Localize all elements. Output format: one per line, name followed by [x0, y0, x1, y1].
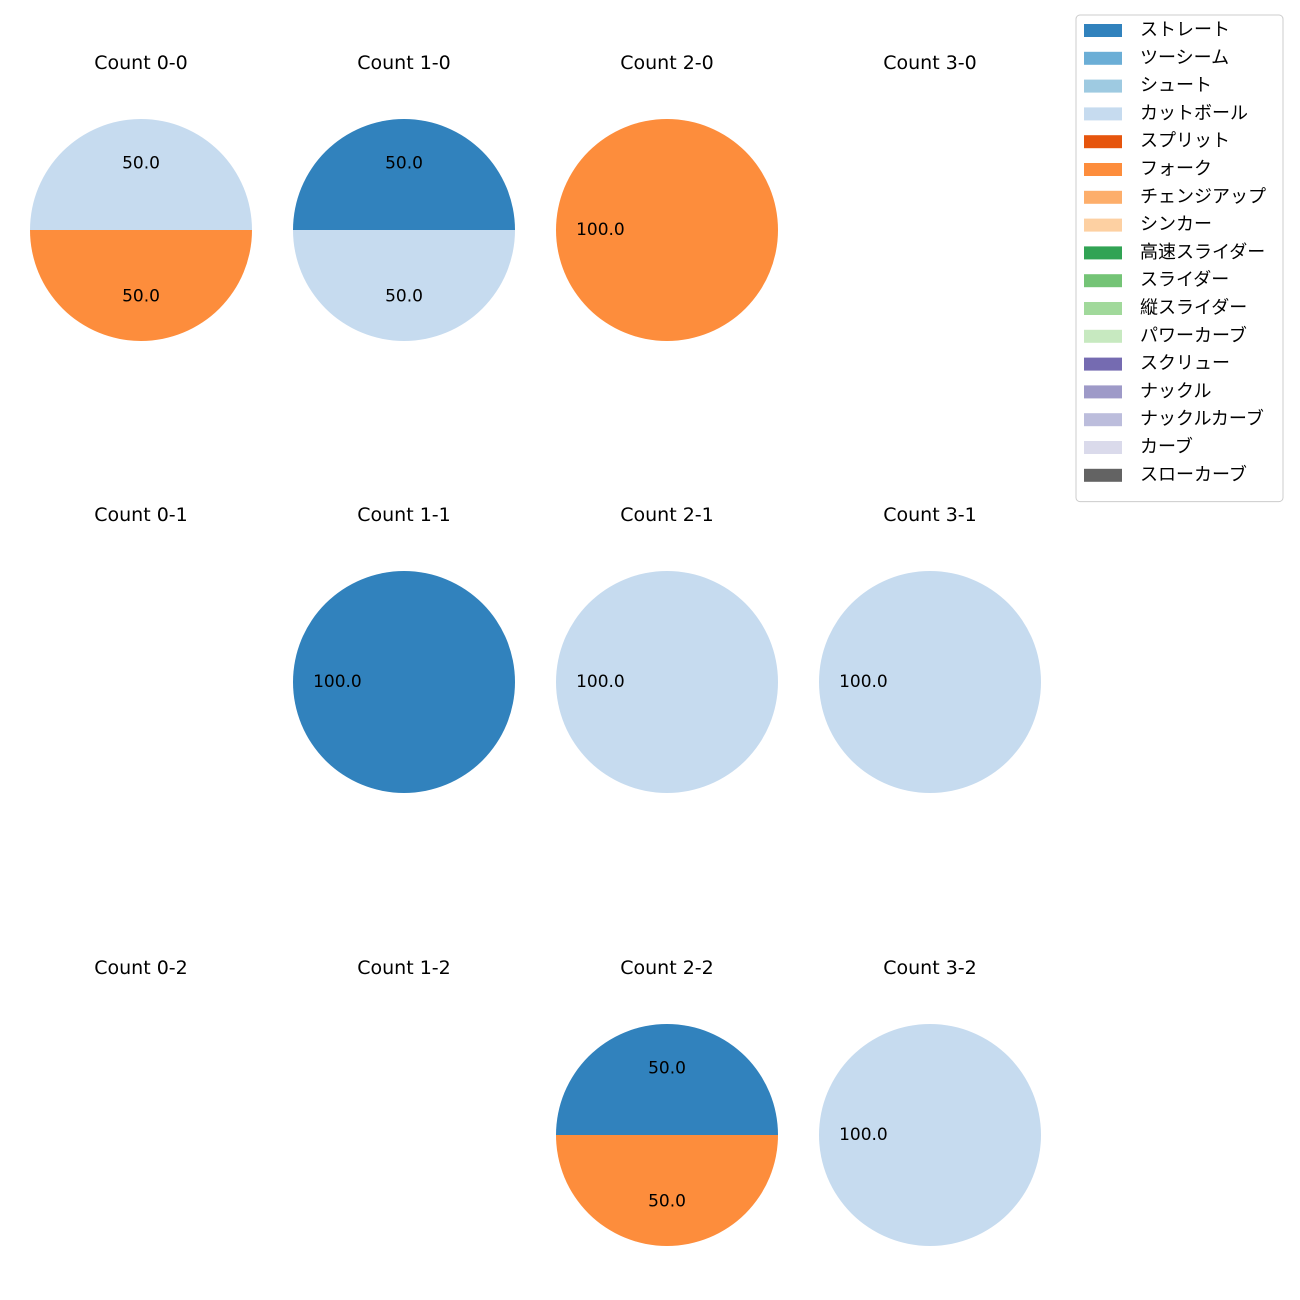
legend-label: フォーク [1140, 159, 1212, 180]
pie-slice [556, 1135, 778, 1246]
legend-label: ナックル [1140, 381, 1211, 402]
panel-title: Count 2-0 [620, 52, 714, 74]
legend-label: シュート [1140, 75, 1212, 96]
panel-title: Count 2-1 [620, 504, 714, 526]
legend-swatch [1084, 190, 1122, 204]
pie-slice [30, 230, 252, 341]
legend-swatch [1084, 51, 1122, 65]
legend-swatch [1084, 302, 1122, 315]
pie-panel: Count 3-1 100.0 [819, 504, 1041, 793]
slice-pct-label: 100.0 [839, 672, 888, 692]
pie-panel: Count 2-0 100.0 [556, 52, 778, 341]
legend-frame [1075, 14, 1284, 503]
legend-swatch [1084, 163, 1122, 176]
legend-label: ツーシーム [1140, 47, 1229, 68]
legend-swatch [1084, 468, 1122, 482]
legend-label: スライダー [1140, 270, 1229, 291]
slice-pct-label: 50.0 [648, 1058, 686, 1078]
legend: ストレートツーシームシュートカットボールスプリットフォークチェンジアップシンカー… [1075, 14, 1284, 503]
pie-slice [30, 119, 252, 230]
slice-pct-label: 50.0 [385, 153, 423, 173]
legend-label: カットボール [1140, 103, 1248, 124]
legend-swatch [1084, 24, 1122, 37]
legend-swatch [1084, 413, 1122, 427]
pie-panel: Count 1-2 [357, 957, 451, 979]
legend-label: スクリュー [1140, 353, 1230, 374]
legend-label: チェンジアップ [1140, 186, 1266, 207]
slice-pct-label: 100.0 [313, 672, 362, 692]
legend-swatch [1084, 79, 1122, 93]
pie-panel: Count 2-1 100.0 [556, 504, 778, 793]
pie-slice [293, 230, 515, 341]
legend-swatch [1084, 357, 1122, 371]
legend-label: ストレート [1140, 20, 1230, 41]
pie-slice [556, 119, 778, 341]
pie-panel: Count 1-0 50.0 50.0 [293, 52, 515, 341]
slice-pct-label: 50.0 [648, 1192, 686, 1212]
pie-panel: Count 1-1 100.0 [293, 504, 515, 793]
panel-title: Count 3-2 [883, 957, 977, 979]
pie-slice [819, 1024, 1041, 1246]
slice-pct-label: 50.0 [122, 153, 160, 173]
panel-title: Count 0-0 [94, 52, 188, 74]
panel-title: Count 2-2 [620, 957, 714, 979]
legend-swatch [1084, 107, 1122, 121]
pie-panel: Count 0-1 [94, 504, 188, 526]
pie-slice [293, 119, 515, 230]
panel-title: Count 3-0 [883, 52, 977, 74]
legend-swatch [1084, 246, 1122, 260]
legend-swatch [1084, 218, 1122, 232]
pie-panel: Count 3-2 100.0 [819, 957, 1041, 1246]
legend-swatch [1084, 441, 1122, 454]
legend-label: カーブ [1140, 436, 1193, 458]
panel-title: Count 1-2 [357, 957, 451, 979]
pie-slice [556, 571, 778, 793]
pie-slice [556, 1024, 778, 1135]
pie-slice [819, 571, 1041, 793]
slice-pct-label: 100.0 [576, 220, 625, 240]
panel-title: Count 0-1 [94, 504, 188, 526]
legend-swatch [1084, 135, 1122, 149]
legend-swatch [1084, 385, 1122, 399]
legend-label: 縦スライダー [1140, 298, 1247, 319]
slice-pct-label: 100.0 [839, 1125, 888, 1145]
panel-title: Count 1-0 [357, 52, 451, 74]
legend-label: ナックルカーブ [1140, 408, 1264, 430]
slice-pct-label: 50.0 [385, 287, 423, 307]
legend-swatch [1084, 274, 1122, 288]
pie-panel: Count 0-2 [94, 957, 188, 979]
pie-slice [293, 571, 515, 793]
slice-pct-label: 100.0 [576, 672, 625, 692]
legend-label: スローカーブ [1140, 463, 1247, 485]
pie-panel: Count 3-0 [883, 52, 977, 74]
pie-panel: Count 2-2 50.0 50.0 [556, 957, 778, 1246]
legend-label: パワーカーブ [1140, 324, 1247, 346]
panel-title: Count 1-1 [357, 504, 451, 526]
legend-label: スプリット [1140, 131, 1230, 152]
panel-title: Count 3-1 [883, 504, 977, 526]
slice-pct-label: 50.0 [122, 287, 160, 307]
legend-label: 高速スライダー [1140, 242, 1265, 263]
legend-label: シンカー [1140, 214, 1212, 235]
pie-panel: Count 0-0 50.0 50.0 [30, 52, 252, 341]
panel-title: Count 0-2 [94, 957, 188, 979]
legend-swatch [1084, 329, 1122, 343]
